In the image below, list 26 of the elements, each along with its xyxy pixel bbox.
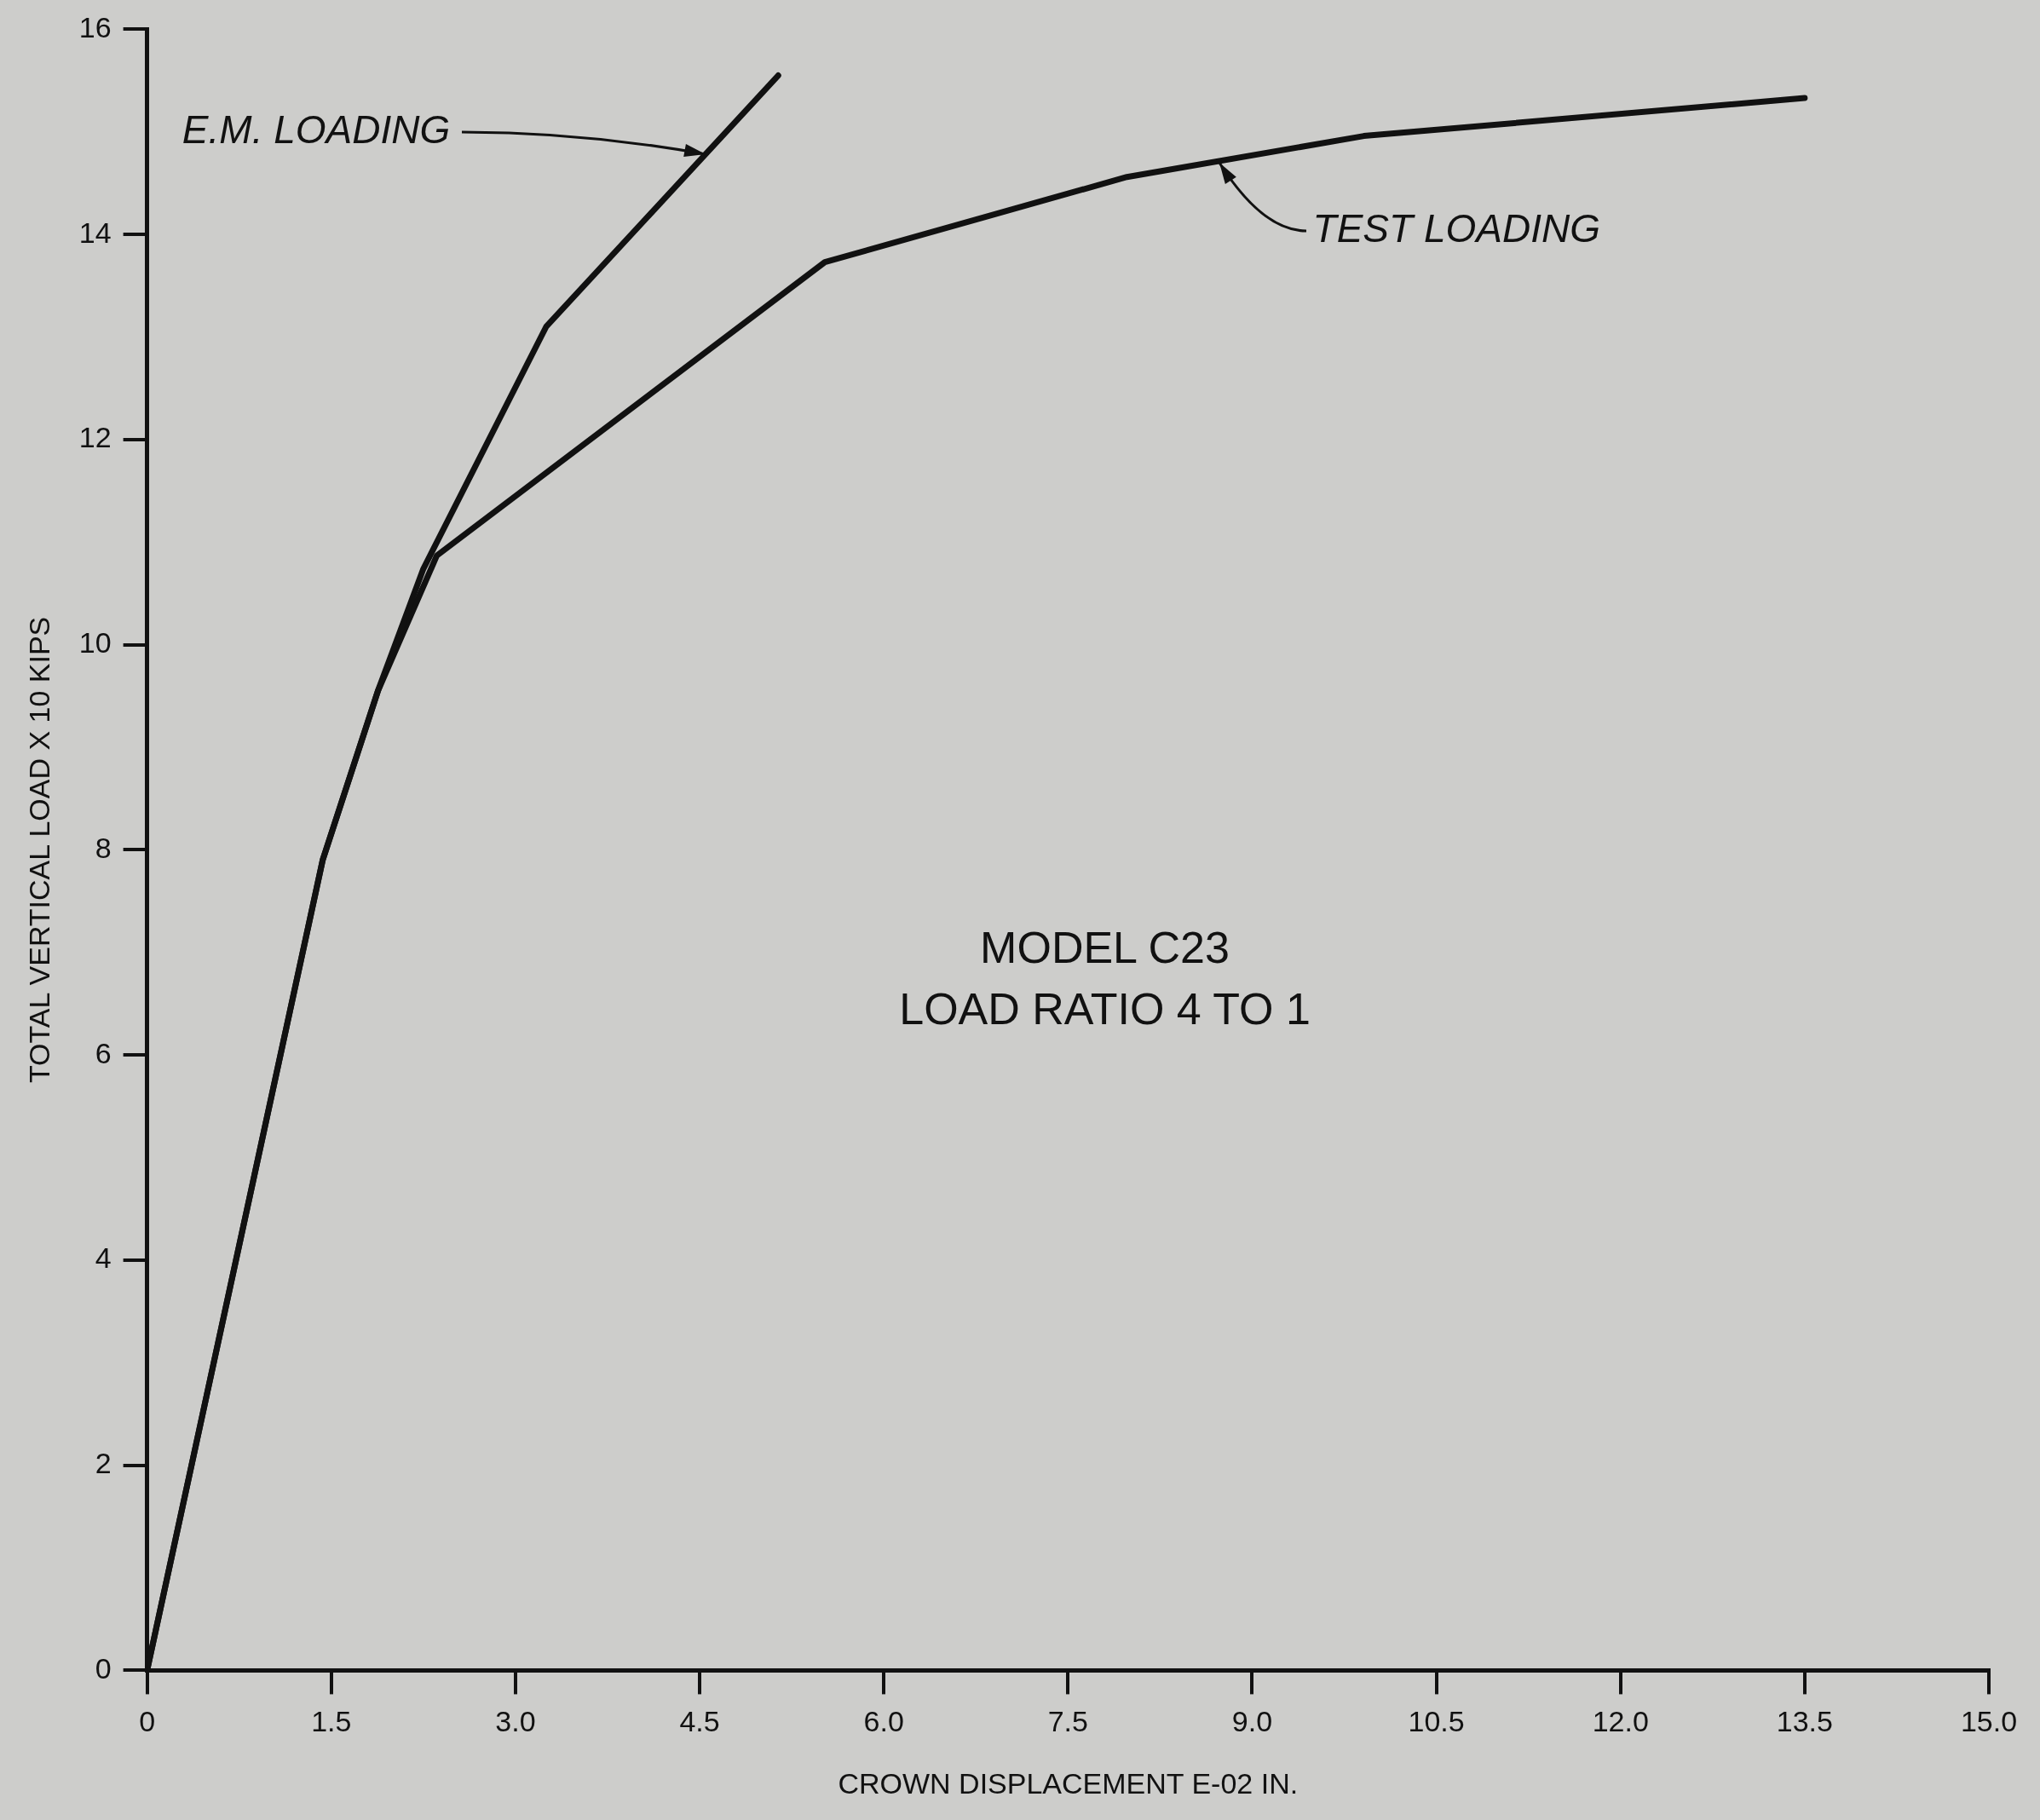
x-tick-label: 10.5 xyxy=(1408,1705,1465,1738)
x-tick-label: 6.0 xyxy=(863,1705,904,1738)
y-tick-label: 8 xyxy=(95,831,112,864)
y-tick-label: 6 xyxy=(95,1036,112,1069)
y-tick-label: 16 xyxy=(78,10,112,43)
annotation: LOAD RATIO 4 TO 1 xyxy=(899,983,1311,1034)
annotation: E.M. LOADING xyxy=(182,107,451,153)
y-tick-label: 4 xyxy=(95,1241,112,1275)
y-tick-label: 2 xyxy=(95,1447,112,1480)
y-tick-label: 0 xyxy=(95,1651,112,1685)
annotation: MODEL C23 xyxy=(980,922,1230,972)
x-tick-label: 15.0 xyxy=(1960,1705,2018,1738)
x-tick-label: 9.0 xyxy=(1231,1705,1273,1738)
y-tick-label: 10 xyxy=(78,626,112,659)
x-axis-title: CROWN DISPLACEMENT E-02 IN. xyxy=(838,1766,1299,1800)
y-tick-label: 12 xyxy=(78,421,112,454)
x-tick-label: 3.0 xyxy=(495,1705,536,1738)
y-tick-label: 14 xyxy=(78,216,112,249)
x-tick-label: 7.5 xyxy=(1047,1705,1088,1738)
x-tick-label: 0 xyxy=(139,1705,156,1738)
y-axis-title: TOTAL VERTICAL LOAD X 10 KIPS xyxy=(22,616,55,1084)
x-tick-label: 12.0 xyxy=(1592,1705,1649,1738)
x-tick-label: 1.5 xyxy=(311,1705,352,1738)
x-tick-label: 4.5 xyxy=(679,1705,720,1738)
x-tick-label: 13.5 xyxy=(1776,1705,1833,1738)
annotation: TEST LOADING xyxy=(1312,205,1600,251)
